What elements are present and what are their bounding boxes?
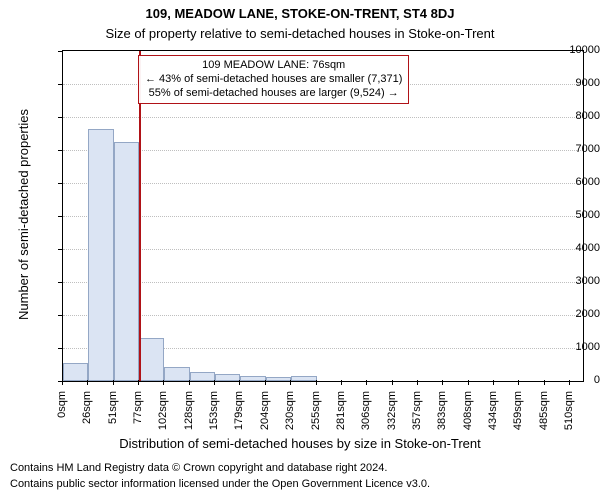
annotation-line: 109 MEADOW LANE: 76sqm <box>145 59 402 73</box>
x-tick <box>544 380 545 385</box>
x-tick-label: 0sqm <box>56 391 68 441</box>
x-tick-label: 357sqm <box>411 391 423 441</box>
histogram-bar <box>266 377 291 381</box>
y-tick <box>58 183 63 184</box>
y-tick-label: 7000 <box>546 143 600 155</box>
histogram-bar <box>240 376 265 381</box>
x-tick <box>518 380 519 385</box>
caption-line-1: Contains HM Land Registry data © Crown c… <box>10 462 387 474</box>
x-tick <box>62 380 63 385</box>
y-tick <box>58 282 63 283</box>
caption-line-2: Contains public sector information licen… <box>10 478 430 490</box>
x-tick <box>239 380 240 385</box>
x-tick-label: 383sqm <box>436 391 448 441</box>
y-tick-label: 10000 <box>546 44 600 56</box>
chart-title-sub: Size of property relative to semi-detach… <box>0 26 600 41</box>
x-tick <box>569 380 570 385</box>
x-tick-label: 281sqm <box>335 391 347 441</box>
histogram-bar <box>291 376 316 381</box>
x-tick <box>468 380 469 385</box>
histogram-bar <box>164 367 189 381</box>
x-tick-label: 459sqm <box>512 391 524 441</box>
x-tick-label: 230sqm <box>284 391 296 441</box>
y-tick <box>58 216 63 217</box>
gridline <box>63 315 583 316</box>
annotation-box: 109 MEADOW LANE: 76sqm← 43% of semi-deta… <box>138 55 409 104</box>
x-tick-label: 332sqm <box>386 391 398 441</box>
gridline <box>63 183 583 184</box>
annotation-line: 55% of semi-detached houses are larger (… <box>145 87 402 101</box>
x-tick <box>290 380 291 385</box>
histogram-bar <box>114 142 139 381</box>
y-tick-label: 0 <box>546 374 600 386</box>
y-tick <box>58 51 63 52</box>
x-tick-label: 77sqm <box>132 391 144 441</box>
y-tick <box>58 348 63 349</box>
x-tick-label: 128sqm <box>183 391 195 441</box>
x-tick <box>417 380 418 385</box>
y-tick-label: 8000 <box>546 110 600 122</box>
x-tick-label: 51sqm <box>107 391 119 441</box>
x-tick <box>87 380 88 385</box>
gridline <box>63 216 583 217</box>
x-tick-label: 255sqm <box>310 391 322 441</box>
histogram-bar <box>215 374 240 381</box>
y-tick <box>58 84 63 85</box>
x-tick <box>113 380 114 385</box>
x-tick <box>341 380 342 385</box>
gridline <box>63 117 583 118</box>
x-tick-label: 306sqm <box>360 391 372 441</box>
y-tick <box>58 249 63 250</box>
gridline <box>63 249 583 250</box>
x-tick-label: 510sqm <box>563 391 575 441</box>
y-tick-label: 1000 <box>546 341 600 353</box>
y-tick-label: 6000 <box>546 176 600 188</box>
y-tick-label: 3000 <box>546 275 600 287</box>
annotation-line: ← 43% of semi-detached houses are smalle… <box>145 73 402 87</box>
x-tick <box>392 380 393 385</box>
y-tick <box>58 150 63 151</box>
x-tick <box>265 380 266 385</box>
x-tick <box>214 380 215 385</box>
gridline <box>63 150 583 151</box>
chart-title-main: 109, MEADOW LANE, STOKE-ON-TRENT, ST4 8D… <box>0 6 600 21</box>
x-tick <box>366 380 367 385</box>
x-tick <box>493 380 494 385</box>
x-tick <box>163 380 164 385</box>
x-tick-label: 153sqm <box>208 391 220 441</box>
x-tick-label: 179sqm <box>233 391 245 441</box>
y-tick-label: 5000 <box>546 209 600 221</box>
x-tick-label: 434sqm <box>487 391 499 441</box>
x-tick-label: 102sqm <box>157 391 169 441</box>
x-tick-label: 26sqm <box>81 391 93 441</box>
gridline <box>63 282 583 283</box>
x-tick <box>189 380 190 385</box>
y-tick <box>58 117 63 118</box>
histogram-bar <box>88 129 113 381</box>
x-tick <box>138 380 139 385</box>
x-tick-label: 485sqm <box>538 391 550 441</box>
y-tick-label: 9000 <box>546 77 600 89</box>
y-tick <box>58 315 63 316</box>
x-tick <box>442 380 443 385</box>
y-axis-label: Number of semi-detached properties <box>16 109 31 320</box>
x-tick-label: 204sqm <box>259 391 271 441</box>
x-tick-label: 408sqm <box>462 391 474 441</box>
histogram-bar <box>139 338 164 381</box>
y-tick-label: 2000 <box>546 308 600 320</box>
histogram-bar <box>63 363 88 381</box>
x-tick <box>316 380 317 385</box>
y-tick-label: 4000 <box>546 242 600 254</box>
histogram-bar <box>190 372 215 381</box>
plot-area: 109 MEADOW LANE: 76sqm← 43% of semi-deta… <box>62 50 584 382</box>
